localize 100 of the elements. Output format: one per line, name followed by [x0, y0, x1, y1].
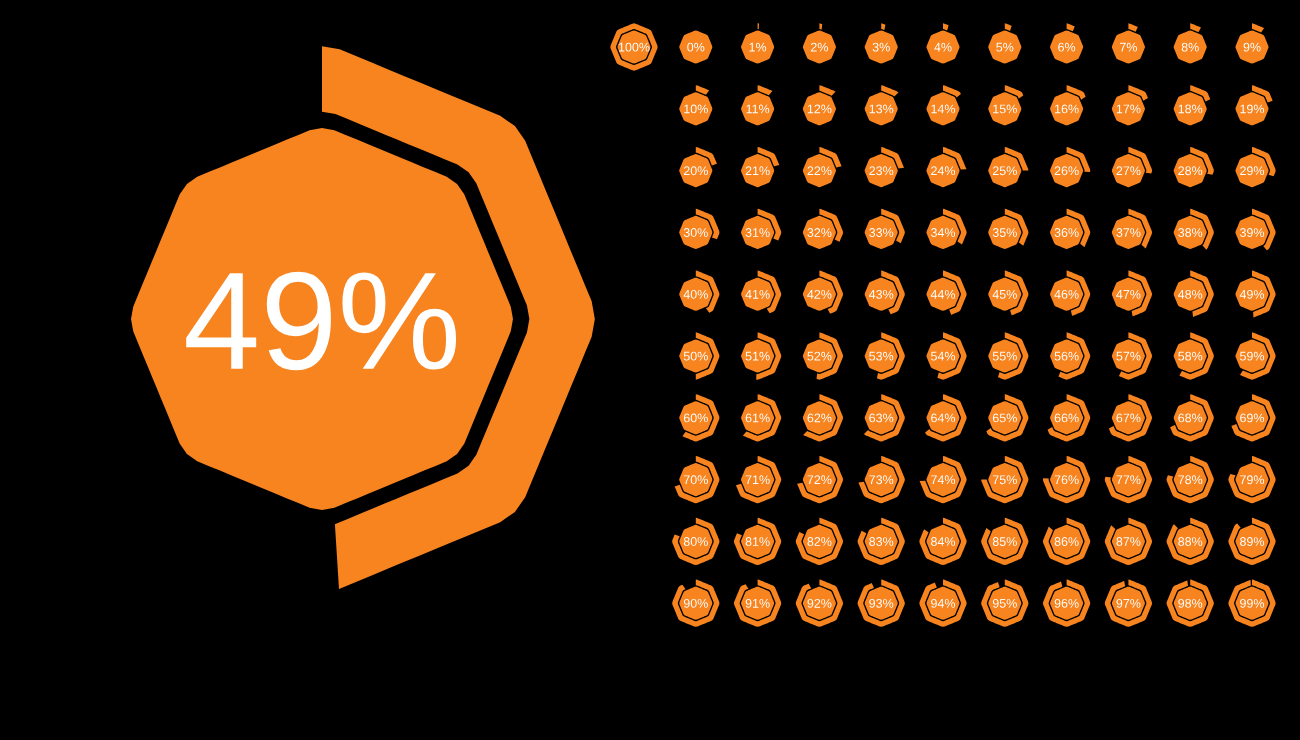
- data-label: 51%: [745, 351, 770, 361]
- data-label: 76%: [1054, 475, 1079, 485]
- data-label: 12%: [807, 104, 832, 114]
- data-label: 42%: [807, 289, 832, 299]
- data-label: 8%: [1181, 42, 1199, 52]
- data-label: 20%: [683, 166, 708, 176]
- data-label: 4%: [934, 42, 952, 52]
- data-label: 61%: [745, 413, 770, 423]
- data-label: 18%: [1178, 104, 1203, 114]
- data-label: 63%: [869, 413, 894, 423]
- data-label: 7%: [1120, 42, 1137, 52]
- data-label: 55%: [992, 351, 1017, 361]
- data-label: 44%: [930, 289, 956, 299]
- data-label: 21%: [745, 166, 770, 176]
- data-label: 29%: [1240, 166, 1265, 176]
- data-label: 30%: [683, 228, 708, 237]
- data-label: 71%: [745, 475, 770, 485]
- data-label: 94%: [931, 598, 956, 608]
- data-label: 54%: [930, 351, 956, 361]
- data-label: 68%: [1178, 413, 1203, 423]
- data-label: 84%: [931, 537, 956, 546]
- data-label: 41%: [745, 289, 770, 299]
- data-label: 98%: [1178, 598, 1203, 608]
- data-label: 13%: [869, 104, 894, 114]
- data-label: 99%: [1240, 598, 1265, 608]
- data-label: 17%: [1116, 104, 1141, 114]
- data-label: 93%: [869, 598, 894, 608]
- data-label: 78%: [1178, 475, 1203, 485]
- data-label: 45%: [992, 289, 1017, 299]
- data-label: 49%: [1239, 289, 1265, 299]
- data-label: 59%: [1239, 351, 1265, 361]
- data-label: 87%: [1116, 537, 1141, 546]
- data-label: 74%: [931, 475, 956, 485]
- data-label: 28%: [1178, 166, 1203, 176]
- data-label: 85%: [992, 537, 1017, 546]
- data-label: 10%: [684, 104, 708, 114]
- data-label: 64%: [931, 413, 956, 423]
- data-label: 19%: [1240, 104, 1265, 114]
- data-label: 50%: [683, 351, 708, 361]
- data-label: 6%: [1058, 42, 1076, 52]
- data-label: 89%: [1240, 537, 1265, 546]
- data-label: 81%: [745, 537, 770, 546]
- data-label: 52%: [807, 351, 832, 361]
- data-label: 1%: [749, 42, 767, 52]
- data-label: 46%: [1054, 289, 1079, 299]
- data-label: 86%: [1054, 537, 1079, 546]
- data-label: 88%: [1178, 537, 1203, 546]
- data-label: 5%: [996, 42, 1014, 52]
- data-label: 100%: [618, 42, 650, 52]
- data-label: 79%: [1240, 475, 1265, 485]
- data-label: 0%: [687, 42, 705, 52]
- data-label: 58%: [1178, 351, 1203, 361]
- data-label: 14%: [931, 104, 956, 114]
- data-label: 96%: [1054, 598, 1079, 608]
- data-label: 73%: [869, 475, 894, 485]
- data-label: 2%: [811, 42, 828, 52]
- data-label: 69%: [1240, 413, 1265, 423]
- data-label: 34%: [930, 228, 956, 237]
- data-label: 27%: [1116, 166, 1141, 176]
- data-label: 80%: [683, 537, 708, 546]
- data-label: 90%: [683, 598, 708, 608]
- data-label: 62%: [807, 413, 832, 423]
- data-label: 53%: [869, 351, 894, 361]
- data-label: 92%: [807, 598, 832, 608]
- data-label: 48%: [1177, 289, 1203, 299]
- data-label: 16%: [1055, 104, 1079, 114]
- data-label: 25%: [992, 166, 1017, 176]
- data-label: 11%: [746, 104, 770, 114]
- data-label: 15%: [993, 104, 1017, 114]
- data-label: 9%: [1243, 42, 1261, 52]
- data-label: 66%: [1054, 413, 1079, 423]
- data-label: 35%: [992, 228, 1017, 237]
- data-label: 33%: [869, 228, 894, 237]
- data-label: 57%: [1116, 351, 1141, 361]
- data-label: 43%: [868, 289, 894, 299]
- data-label: 36%: [1054, 228, 1079, 237]
- data-label: 82%: [807, 537, 832, 546]
- data-label: 22%: [807, 166, 832, 176]
- data-label: 77%: [1116, 475, 1141, 485]
- data-label: 65%: [992, 413, 1017, 423]
- data-label: 56%: [1054, 351, 1079, 361]
- data-label: 60%: [683, 413, 708, 423]
- data-label: 75%: [992, 475, 1017, 485]
- data-label: 3%: [872, 42, 890, 52]
- data-label: 72%: [807, 475, 832, 485]
- data-label: 26%: [1054, 166, 1079, 176]
- data-label: 37%: [1116, 228, 1141, 237]
- data-label: 39%: [1239, 228, 1265, 237]
- data-label: 97%: [1116, 598, 1141, 608]
- data-label: 91%: [745, 598, 770, 608]
- data-label: 32%: [807, 228, 832, 237]
- data-label: 67%: [1116, 413, 1141, 423]
- data-label: 49%: [186, 271, 457, 371]
- data-label: 38%: [1178, 228, 1203, 237]
- data-label: 83%: [869, 537, 894, 546]
- data-label: 23%: [869, 166, 894, 176]
- data-label: 24%: [931, 166, 956, 176]
- data-label: 95%: [992, 598, 1017, 608]
- data-label: 70%: [683, 475, 708, 485]
- data-label: 47%: [1116, 289, 1141, 299]
